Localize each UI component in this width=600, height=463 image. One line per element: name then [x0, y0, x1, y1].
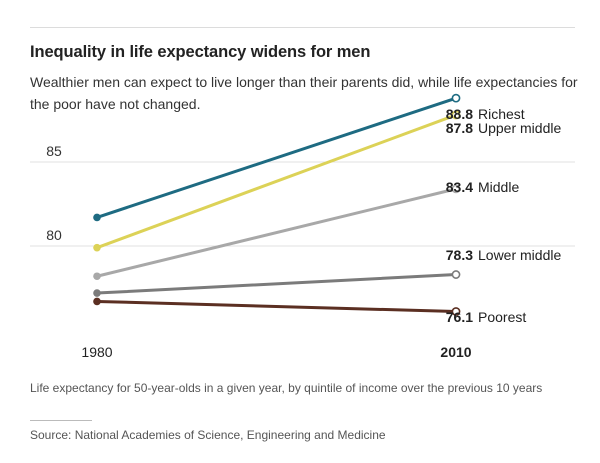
chart-subtitle: Wealthier men can expect to live longer …: [30, 74, 578, 112]
top-rule: [30, 27, 575, 28]
value-label: 87.8: [446, 120, 473, 136]
series-label: Middle: [478, 179, 519, 195]
series-label: Poorest: [478, 309, 526, 325]
x-tick-label: 1980: [81, 344, 112, 360]
chart-title: Inequality in life expectancy widens for…: [30, 43, 371, 61]
x-tick-label: 2010: [440, 344, 471, 360]
value-label: 88.8: [446, 106, 473, 122]
series-label: Richest: [478, 106, 525, 122]
value-label: 78.3: [446, 247, 473, 263]
end-point: [451, 184, 461, 194]
series-line: [95, 273, 458, 295]
footer-rule: [30, 420, 92, 421]
series-line: [95, 187, 458, 278]
start-point: [93, 289, 101, 297]
series-label: Upper middle: [478, 120, 561, 136]
value-label: 83.4: [446, 179, 473, 195]
series-line: [95, 299, 458, 314]
series-line: [95, 96, 458, 219]
chart-caption: Life expectancy for 50-year-olds in a gi…: [30, 381, 543, 395]
start-point: [93, 243, 101, 252]
end-point: [451, 307, 461, 316]
start-point: [93, 297, 101, 306]
end-point: [451, 93, 461, 103]
end-point: [451, 110, 461, 120]
source-note: Source: National Academies of Science, E…: [30, 428, 386, 442]
value-label: 76.1: [446, 309, 473, 325]
start-point: [93, 213, 101, 222]
end-point: [451, 270, 461, 279]
y-tick-label: 85: [46, 143, 62, 159]
y-tick-label: 80: [46, 227, 62, 243]
series-line: [95, 113, 458, 250]
series-label: Lower middle: [478, 247, 561, 263]
start-point: [93, 272, 101, 281]
